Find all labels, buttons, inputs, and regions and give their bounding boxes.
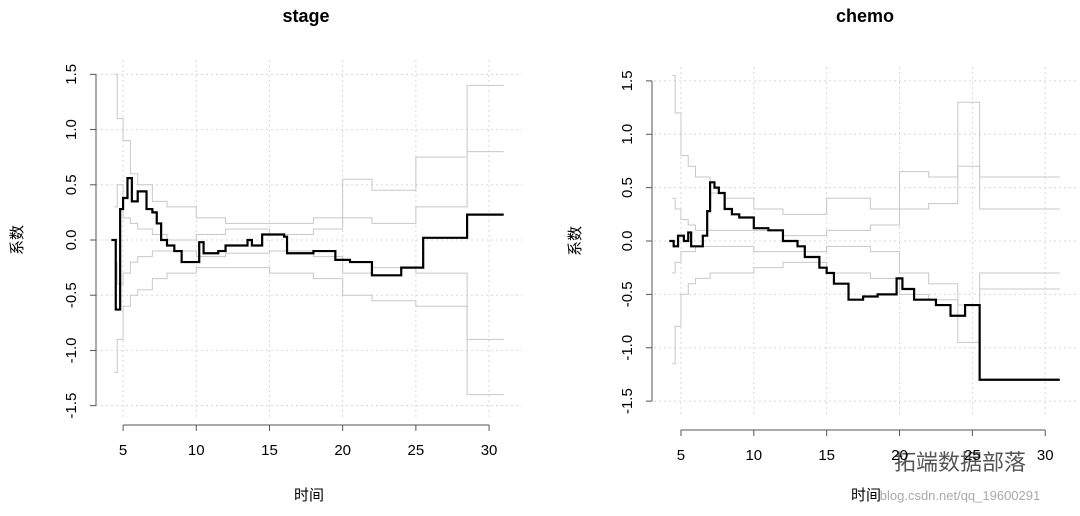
x-tick-label: 25 [964,447,981,464]
series-line [672,101,1060,237]
series-line [111,177,504,311]
x-axis-label: 时间 [851,487,881,504]
y-tick-label: -1.5 [63,393,80,419]
x-tick-label: 15 [818,447,835,464]
y-tick-label: 0.0 [619,231,636,252]
y-tick-label: -1.5 [619,388,636,414]
chart-title: stage [282,6,329,26]
x-axis-label: 时间 [294,487,324,504]
series-line [114,267,504,396]
x-tick-label: 5 [119,442,127,459]
x-tick-label: 30 [1037,447,1054,464]
series-line [672,261,1060,365]
x-tick-label: 30 [481,442,498,459]
y-tick-label: -0.5 [619,281,636,307]
y-tick-label: -1.0 [619,335,636,361]
series-line [114,151,504,241]
y-tick-label: 0.5 [619,177,636,198]
y-tick-label: 0.5 [63,174,80,195]
watermark: 拓端数据部落 [894,450,1026,475]
y-tick-label: 0.0 [63,230,80,251]
series-line [114,250,504,340]
y-tick-label: 1.0 [619,124,636,145]
series-line [672,75,1060,215]
x-tick-label: 20 [334,442,351,459]
x-tick-label: 25 [408,442,425,459]
x-tick-label: 10 [745,447,762,464]
y-tick-label: 1.5 [619,70,636,91]
y-tick-label: -1.0 [63,337,80,363]
y-axis-label: 系数 [567,226,584,256]
y-tick-label: -0.5 [63,282,80,308]
x-tick-label: 15 [261,442,278,459]
chart-title: chemo [836,6,894,26]
watermark-url: blog.csdn.net/qq_19600291 [880,488,1040,503]
y-tick-label: 1.0 [63,119,80,140]
series-line [669,181,1060,381]
y-tick-label: 1.5 [63,64,80,85]
x-tick-label: 5 [677,447,685,464]
series-line [114,73,504,224]
y-axis-label: 系数 [9,225,26,255]
x-tick-label: 10 [188,442,205,459]
x-tick-label: 20 [891,447,908,464]
